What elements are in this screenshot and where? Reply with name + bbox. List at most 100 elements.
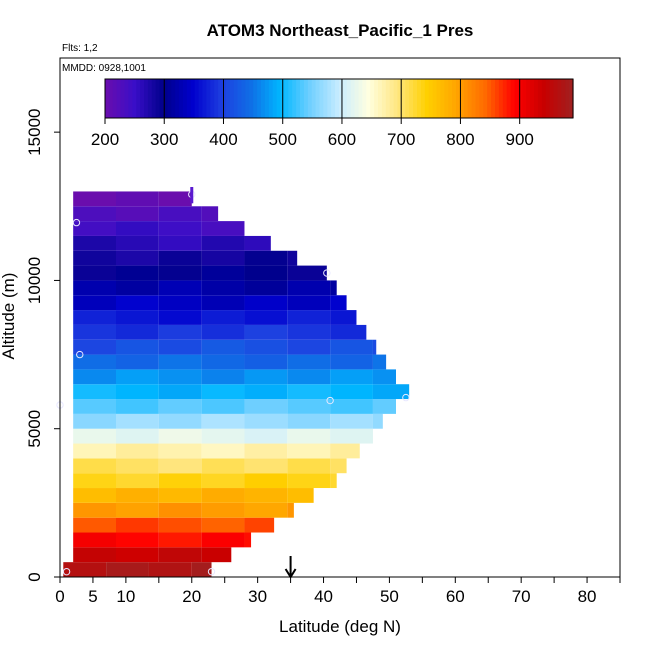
heatmap-cell [158,250,202,266]
heatmap-cell [116,206,159,222]
colorbar-swatch [159,79,165,118]
colorbar-swatch [502,79,508,118]
heatmap-cell [330,458,347,474]
heatmap-cell [116,399,159,414]
heatmap-cell [63,562,107,577]
colorbar-swatch [506,79,512,118]
colorbar-swatch [136,79,141,118]
heatmap-cell [73,399,116,414]
colorbar-swatch [175,79,180,118]
plot-frame [59,57,621,578]
colorbar-swatch [120,79,126,118]
colorbar-swatch [194,79,200,118]
heatmap-cell [244,310,288,325]
heatmap-cell [372,399,396,414]
heatmap-cell [116,532,159,548]
heatmap-cell [73,354,116,370]
y-tick-label: 5000 [25,410,44,448]
heatmap-cell [73,458,116,474]
colorbar-swatch [405,79,410,118]
dates-label: MMDD: 0928,1001 [62,63,146,74]
heatmap-cell [244,339,288,355]
flight-marker [76,350,84,359]
heatmap-cell [244,532,252,548]
heatmap-cell [330,280,337,296]
colorbar-swatch [467,79,473,118]
colorbar-swatch [424,79,430,118]
colorbar-swatch [452,79,457,118]
colorbar-swatch [296,79,301,118]
heatmap-cell [330,295,347,311]
heatmap-cell [287,458,331,474]
heatmap-cell [158,310,202,325]
heatmap-cell [372,384,410,400]
heatmap-cell [116,250,159,266]
x-tick-label: 5 [88,587,97,606]
x-tick-label: 0 [55,587,64,606]
colorbar-swatch [206,79,211,118]
colorbar-tick-label: 800 [446,130,474,149]
heatmap-cell [158,265,202,281]
colorbar-swatch [514,79,519,118]
heatmap-cell [73,191,116,207]
colorbar-swatch [183,79,188,118]
heatmap-cell [158,280,202,296]
colorbar-swatch [124,79,129,118]
heatmap-cell [73,473,116,489]
colorbar-swatch [432,79,438,118]
heatmap-cell [116,280,159,296]
heatmap-cell [330,399,373,414]
heatmap-cell [158,235,202,251]
heatmap-cell [191,562,212,577]
heatmap-cell [244,488,288,503]
heatmap-cell [116,221,159,236]
heatmap-cell [73,221,116,236]
colorbar-swatch [335,79,340,118]
heatmap-cell [201,413,245,429]
x-tick-label: 10 [116,587,135,606]
flight-marker [72,218,81,227]
heatmap-cell [73,280,116,296]
heatmap-cell [287,428,331,444]
colorbar-swatch [354,79,360,118]
heatmap-cell [73,547,116,563]
heatmap-cell [158,458,202,474]
heatmap-cell [287,265,327,281]
colorbar-swatch [530,79,535,118]
colorbar-swatch [272,79,278,118]
heatmap-cell [330,354,373,370]
heatmap-cell [116,458,159,474]
colorbar-swatch [537,79,543,118]
colorbar-swatch [222,79,227,118]
heatmap-cell [73,443,116,459]
heatmap-cell [116,413,159,429]
heatmap-cell [158,339,202,355]
heatmap-cell [330,369,373,385]
heatmap-cell [158,354,202,370]
heatmap-cell [116,324,159,340]
colorbar-swatch [163,79,168,118]
heatmap-cell [244,324,288,340]
heatmap-cell [73,310,116,325]
heatmap-cell [244,473,288,489]
colorbar-swatch [471,79,477,118]
heatmap-cell [244,354,288,370]
heatmap-cell [158,191,192,207]
heatmap-cell [116,517,159,533]
colorbar-swatch [292,79,297,118]
heatmap-cell [244,428,288,444]
colorbar-swatch [331,79,336,118]
flight-marker [402,393,410,402]
colorbar-swatch [198,79,204,118]
colorbar-tick-label: 700 [387,130,415,149]
colorbar-swatch [202,79,207,118]
heatmap-cell [158,502,202,518]
heatmap-cell [201,517,245,533]
colorbar-swatch [346,79,352,118]
colorbar-swatch [339,79,344,118]
colorbar-swatch [495,79,500,118]
x-tick-label: 80 [578,587,597,606]
heatmap-cell [201,206,219,222]
heatmap-cell [372,354,387,370]
heatmap-cell [201,339,245,355]
